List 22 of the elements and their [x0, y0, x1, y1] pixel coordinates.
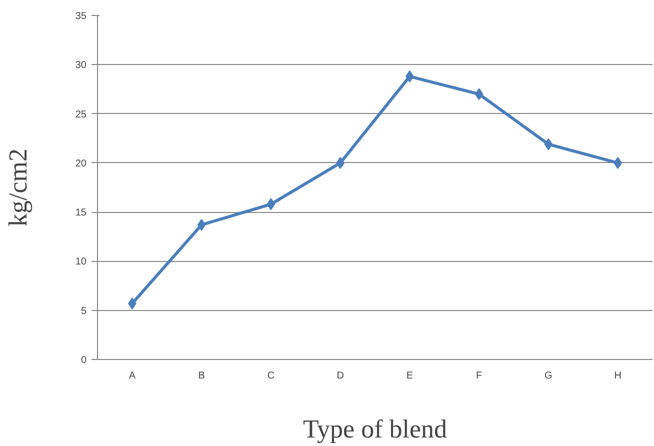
x-tick-label: E — [406, 370, 414, 382]
y-tick-label: 25 — [75, 109, 87, 120]
x-tick-label: D — [336, 370, 344, 382]
point — [266, 198, 276, 210]
point — [544, 138, 553, 150]
y-tick-label: 5 — [80, 306, 87, 317]
point — [474, 88, 484, 100]
y-tick-label: 10 — [75, 256, 87, 268]
point — [197, 218, 206, 231]
y-tick-label: 15 — [75, 208, 87, 219]
y-tick-label: 35 — [75, 11, 87, 22]
y-tick-label: 30 — [75, 60, 87, 72]
x-tick-label: H — [614, 370, 622, 382]
y-tick-label: 20 — [75, 158, 87, 170]
x-axis-title: Type of blend — [302, 414, 448, 444]
y-tick-label: 0 — [80, 355, 87, 366]
x-tick-label: C — [267, 370, 275, 382]
y-axis-title: kg/cm2 — [3, 148, 32, 226]
x-tick-label: A — [128, 370, 136, 382]
x-tick-label: F — [476, 370, 482, 382]
x-tick-label: G — [544, 370, 553, 382]
x-tick-label: B — [198, 370, 206, 382]
